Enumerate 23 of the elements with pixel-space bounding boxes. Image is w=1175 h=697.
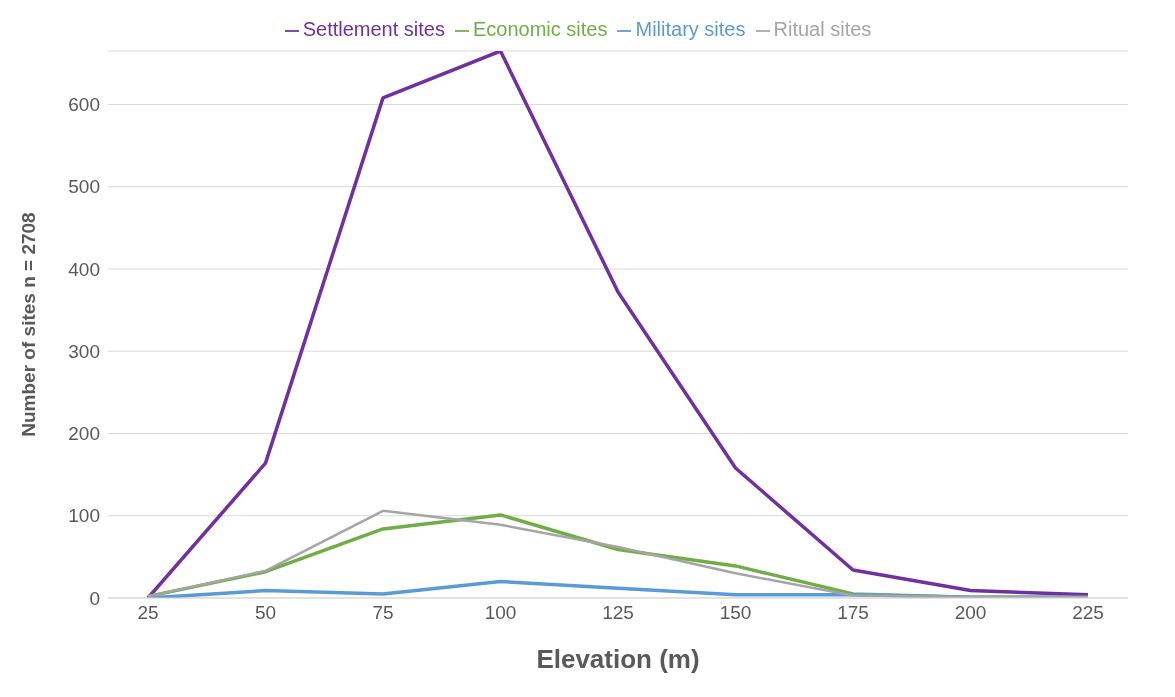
x-tick-label: 225: [1072, 602, 1104, 624]
legend-label: Economic sites: [472, 18, 608, 40]
x-tick-label: 75: [372, 602, 394, 624]
x-tick-label: 200: [954, 602, 987, 624]
y-tick-label: 200: [68, 423, 100, 445]
y-tick-label: 0: [89, 587, 100, 609]
y-axis-title: Number of sites n = 2708: [17, 212, 39, 437]
y-tick-label: 100: [68, 505, 100, 527]
x-tick-label: 100: [484, 602, 517, 624]
legend-label: Military sites: [635, 18, 746, 40]
x-axis-title: Elevation (m): [536, 644, 700, 674]
x-tick-label: 175: [837, 602, 869, 624]
y-tick-label: 300: [68, 340, 100, 362]
line-series: [146, 51, 1090, 598]
y-tick-label: 500: [68, 176, 100, 198]
y-tick-label: 400: [68, 258, 100, 280]
y-tick-label: 600: [68, 94, 100, 116]
x-tick-label: 125: [602, 602, 634, 624]
legend-label: Settlement sites: [302, 18, 445, 40]
x-tick-label: 25: [137, 602, 159, 624]
x-tick-label: 50: [254, 602, 277, 624]
x-tick-label: 150: [719, 602, 752, 624]
legend-label: Ritual sites: [773, 18, 872, 40]
